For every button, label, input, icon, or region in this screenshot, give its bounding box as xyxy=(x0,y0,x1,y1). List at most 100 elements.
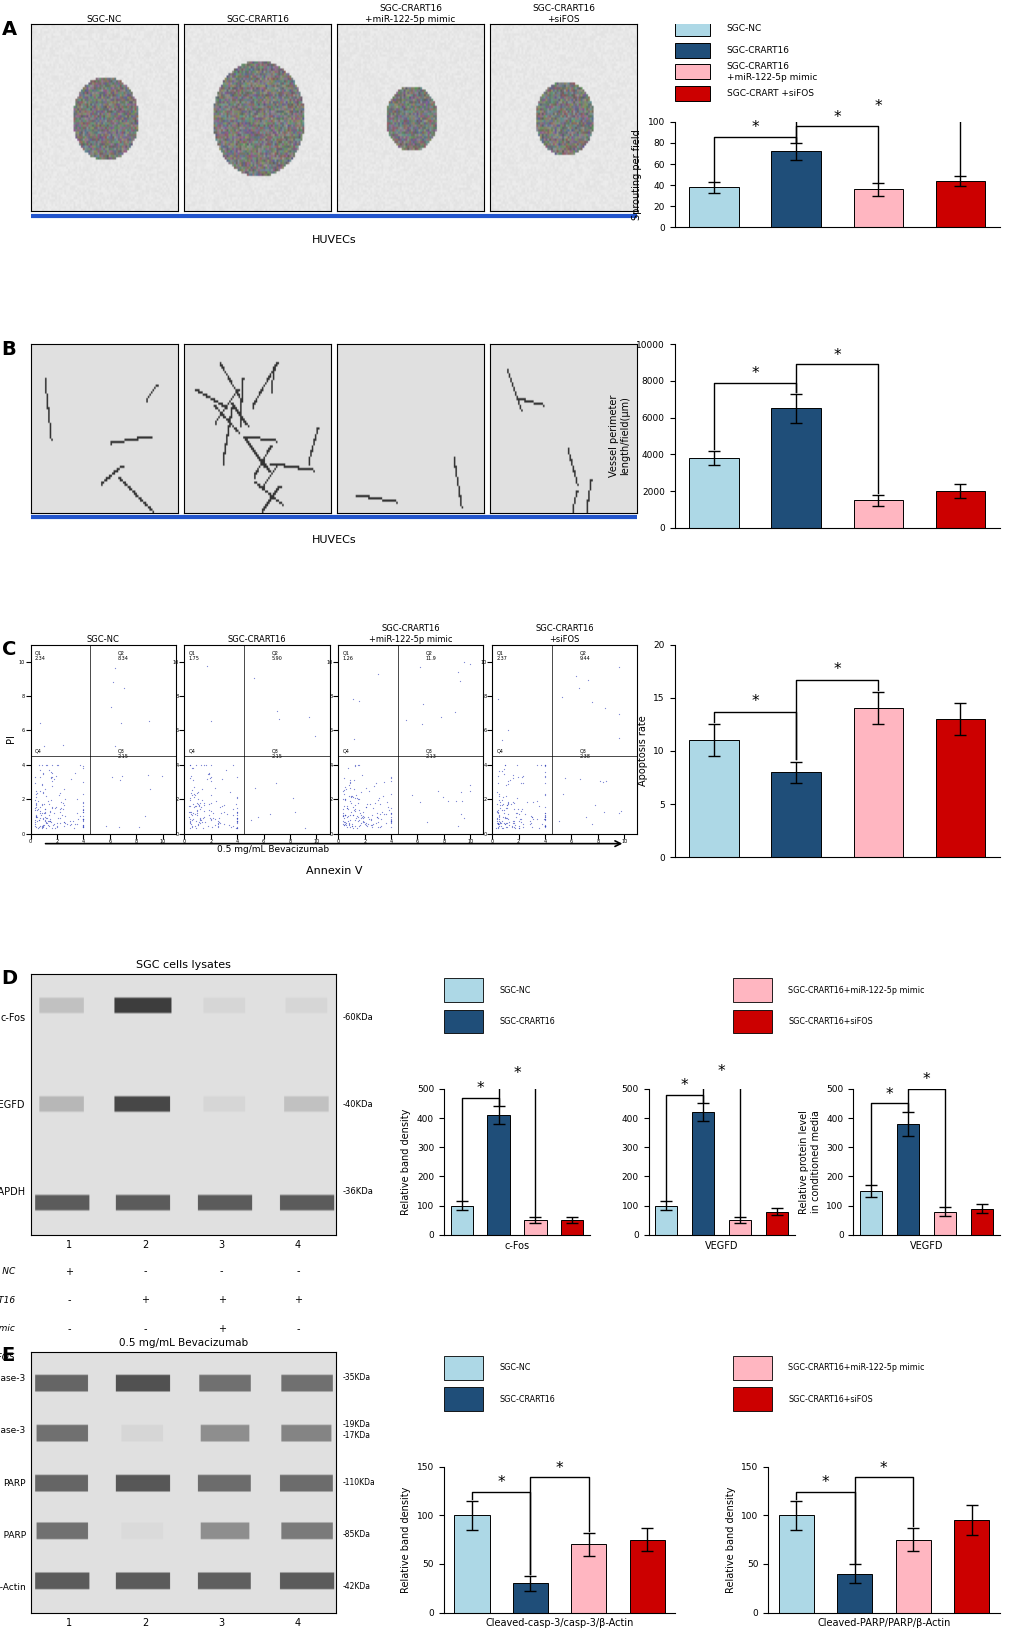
Point xyxy=(488,798,504,824)
Point xyxy=(45,811,61,837)
Point xyxy=(364,803,380,829)
Point xyxy=(57,785,73,811)
Point xyxy=(98,813,114,839)
Point xyxy=(32,813,48,839)
Point xyxy=(116,674,132,700)
Point xyxy=(189,793,205,819)
Bar xyxy=(450,1205,472,1235)
Point xyxy=(44,759,60,785)
Point xyxy=(229,805,246,831)
Point xyxy=(200,813,216,839)
Point xyxy=(490,808,506,834)
Point xyxy=(185,782,202,808)
Point xyxy=(337,811,354,837)
Point xyxy=(225,797,242,823)
Point xyxy=(53,795,69,821)
Point xyxy=(596,696,612,722)
Title: SGC-NC: SGC-NC xyxy=(87,15,121,24)
Point xyxy=(32,793,48,819)
Point xyxy=(38,808,54,834)
Point xyxy=(350,803,366,829)
Text: lncRNA CRART16: lncRNA CRART16 xyxy=(0,1295,15,1305)
Point xyxy=(44,772,60,798)
Point xyxy=(447,788,464,814)
Point xyxy=(62,808,78,834)
Point xyxy=(341,811,358,837)
Bar xyxy=(970,1209,991,1235)
Point xyxy=(192,790,208,816)
Point xyxy=(229,808,246,834)
Point xyxy=(504,810,521,836)
Point xyxy=(489,814,505,841)
Point xyxy=(339,808,356,834)
Point xyxy=(30,814,46,841)
Point xyxy=(187,751,204,777)
Point xyxy=(53,801,69,828)
Text: -19KDa
-17KDa: -19KDa -17KDa xyxy=(342,1420,370,1440)
Bar xyxy=(770,409,820,528)
Point xyxy=(488,805,504,831)
Point xyxy=(28,777,44,803)
Point xyxy=(47,814,63,841)
Point xyxy=(369,661,385,687)
Text: Q2
8.34: Q2 8.34 xyxy=(117,650,128,661)
Point xyxy=(47,795,63,821)
Point xyxy=(536,806,552,832)
Point xyxy=(229,814,246,841)
Point xyxy=(107,733,123,759)
Point xyxy=(528,751,544,777)
Point xyxy=(338,814,355,841)
Point xyxy=(202,764,218,790)
Text: -36KDa: -36KDa xyxy=(342,1188,373,1196)
Point xyxy=(75,782,92,808)
Point xyxy=(515,771,531,797)
Point xyxy=(536,806,552,832)
Point xyxy=(536,813,552,839)
Point xyxy=(55,790,71,816)
Point xyxy=(36,733,52,759)
Point xyxy=(352,800,368,826)
Point xyxy=(536,805,552,831)
Point xyxy=(38,751,54,777)
Point xyxy=(493,797,510,823)
Point xyxy=(39,805,55,831)
Point xyxy=(531,793,547,819)
Point xyxy=(493,727,510,753)
Point xyxy=(506,813,523,839)
Point xyxy=(370,787,386,813)
Point xyxy=(53,788,69,814)
Point xyxy=(229,806,246,832)
Point xyxy=(59,811,75,837)
Text: Q4: Q4 xyxy=(342,748,350,754)
Point xyxy=(210,813,226,839)
Point xyxy=(338,795,355,821)
Point xyxy=(382,810,398,836)
Point xyxy=(38,784,54,810)
Point xyxy=(536,782,552,808)
Point xyxy=(44,751,60,777)
Point xyxy=(490,757,506,784)
Point xyxy=(536,771,552,797)
Point xyxy=(43,766,59,792)
Point xyxy=(337,801,354,828)
Point xyxy=(342,814,359,841)
Point xyxy=(26,795,43,821)
Point xyxy=(372,790,388,816)
Point xyxy=(213,800,229,826)
Point xyxy=(372,806,388,832)
Point xyxy=(67,811,84,837)
Point xyxy=(499,767,516,793)
Point xyxy=(508,785,525,811)
Point xyxy=(493,808,510,834)
Point xyxy=(28,790,44,816)
Point xyxy=(75,754,92,780)
Point xyxy=(38,808,54,834)
Point xyxy=(112,710,128,736)
Point xyxy=(182,806,199,832)
Point xyxy=(35,761,51,787)
Point xyxy=(189,798,205,824)
Point xyxy=(382,808,398,834)
Point xyxy=(517,801,533,828)
Point xyxy=(184,756,201,782)
Point xyxy=(536,751,552,777)
